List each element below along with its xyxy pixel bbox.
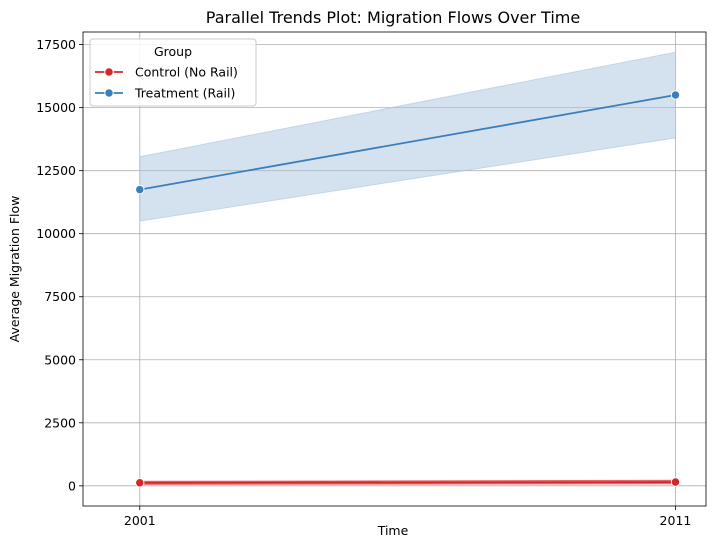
y-tick-label: 0 bbox=[68, 478, 76, 493]
series-line-1 bbox=[139, 94, 676, 191]
legend: Group Control (No Rail) Treatment (Rail) bbox=[89, 38, 257, 107]
legend-box bbox=[89, 38, 257, 107]
legend-point-marker bbox=[104, 67, 114, 77]
legend-entry-label: Control (No Rail) bbox=[135, 65, 238, 80]
y-tick-label: 5000 bbox=[44, 352, 76, 367]
legend-title: Group bbox=[154, 44, 192, 59]
chart-title: Parallel Trends Plot: Migration Flows Ov… bbox=[206, 8, 580, 27]
data-point bbox=[135, 184, 145, 195]
series-points bbox=[135, 90, 681, 488]
confidence-band-1 bbox=[139, 51, 676, 222]
data-point bbox=[670, 90, 681, 100]
x-tick-label: 2001 bbox=[124, 513, 156, 528]
y-tick-label: 2500 bbox=[44, 415, 76, 430]
legend-items: Control (No Rail) Treatment (Rail) bbox=[95, 65, 238, 101]
y-tick-label: 12500 bbox=[36, 163, 76, 178]
y-axis-ticks: 0 2500 5000 7500 10000 12500 15000 17500 bbox=[36, 37, 83, 493]
series-lines bbox=[139, 94, 676, 484]
data-point bbox=[670, 477, 681, 487]
y-tick-label: 10000 bbox=[36, 226, 76, 241]
plot-area-frame bbox=[82, 31, 707, 507]
legend-point-marker bbox=[104, 88, 114, 98]
x-tick-label: 2011 bbox=[660, 513, 692, 528]
data-point bbox=[135, 478, 145, 488]
legend-entry-label: Treatment (Rail) bbox=[134, 86, 235, 101]
y-tick-label: 17500 bbox=[36, 37, 76, 52]
y-tick-label: 15000 bbox=[36, 100, 76, 115]
y-axis-label: Average Migration Flow bbox=[7, 196, 22, 343]
y-tick-label: 7500 bbox=[44, 289, 76, 304]
x-axis-ticks: 2001 2011 bbox=[124, 506, 691, 528]
x-axis-label: Time bbox=[377, 523, 409, 538]
series-line-0 bbox=[139, 481, 676, 484]
